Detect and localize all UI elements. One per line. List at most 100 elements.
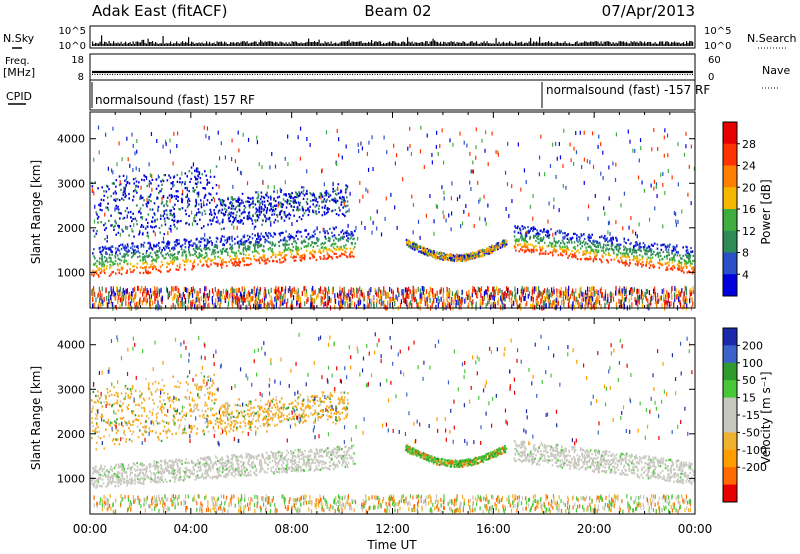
scatter-point: [342, 299, 344, 305]
scatter-point: [581, 302, 583, 308]
scatter-point: [562, 290, 565, 296]
scatter-point: [174, 203, 176, 206]
nsky-bar: [342, 41, 344, 46]
scatter-point: [327, 192, 330, 196]
scatter-point: [232, 212, 234, 215]
scatter-point: [233, 262, 236, 265]
scatter-point: [681, 257, 683, 260]
scatter-point: [118, 244, 121, 248]
scatter-point: [631, 302, 633, 308]
scatter-point: [151, 208, 154, 211]
scatter-point: [278, 289, 280, 295]
scatter-point: [319, 249, 321, 253]
nsky-bar: [494, 43, 496, 46]
scatter-point: [392, 291, 394, 297]
scatter-point: [433, 251, 436, 255]
scatter-point: [608, 239, 611, 242]
scatter-point: [565, 286, 567, 292]
scatter-point: [514, 239, 516, 242]
nsky-bar: [641, 41, 643, 46]
scatter-point: [210, 240, 212, 243]
nsky-bar: [317, 41, 319, 46]
scatter-point: [231, 235, 233, 238]
scatter-point: [106, 252, 108, 255]
scatter-point: [282, 198, 285, 201]
scatter-point: [267, 196, 270, 199]
scatter-point: [564, 249, 566, 252]
scatter-point: [149, 195, 151, 198]
scatter-point: [114, 262, 116, 266]
scatter-point: [256, 288, 258, 294]
scatter-point: [100, 198, 103, 201]
scatter-point: [183, 249, 185, 252]
scatter-point: [483, 295, 485, 301]
scatter-point: [523, 245, 525, 248]
scatter-point: [200, 249, 203, 253]
scatter-point: [143, 241, 146, 244]
scatter-point: [138, 251, 141, 255]
scatter-point: [188, 199, 191, 203]
scatter-point: [160, 260, 163, 264]
nsky-bar: [338, 43, 340, 46]
scatter-point: [568, 297, 570, 303]
scatter-point: [193, 304, 196, 310]
scatter-point: [234, 260, 236, 264]
scatter-point: [209, 213, 211, 216]
scatter-point: [339, 300, 342, 306]
scatter-point: [556, 303, 558, 309]
scatter-point: [521, 246, 523, 249]
scatter-point: [98, 203, 100, 207]
scatter-point: [466, 257, 469, 260]
scatter-point: [214, 213, 216, 216]
scatter-point: [645, 293, 647, 299]
scatter-point: [514, 294, 516, 300]
scatter-point: [133, 252, 136, 256]
scatter-point: [483, 291, 486, 297]
scatter-point: [122, 174, 125, 177]
scatter-point: [221, 250, 224, 253]
scatter-point: [596, 295, 598, 301]
scatter-point: [147, 213, 150, 216]
scatter-point: [667, 248, 670, 251]
scatter-point: [329, 227, 331, 231]
scatter-point: [327, 256, 329, 260]
nsky-bar: [413, 43, 415, 46]
scatter-point: [335, 248, 337, 251]
scatter-point: [140, 245, 143, 248]
scatter-point: [145, 218, 148, 221]
scatter-point: [423, 249, 425, 252]
scatter-point: [173, 253, 176, 256]
scatter-point: [210, 259, 212, 262]
scatter-point: [618, 245, 620, 248]
scatter-point: [160, 202, 163, 205]
scatter-point: [163, 205, 165, 208]
scatter-point: [280, 232, 282, 235]
scatter-point: [162, 179, 165, 183]
scatter-point: [274, 199, 277, 203]
scatter-point: [450, 253, 453, 256]
scatter-point: [682, 254, 685, 257]
scatter-point: [207, 265, 210, 268]
scatter-point: [345, 196, 348, 199]
scatter-point: [550, 245, 553, 248]
scatter-point: [463, 253, 465, 256]
nsky-bar: [396, 43, 398, 46]
scatter-point: [181, 251, 184, 254]
scatter-point: [413, 297, 415, 303]
scatter-point: [108, 247, 110, 250]
scatter-point: [161, 201, 163, 204]
nsky-bar: [522, 43, 524, 46]
scatter-point: [590, 249, 592, 252]
scatter-point: [162, 254, 164, 258]
nsky-bar: [161, 43, 163, 46]
scatter-point: [245, 239, 248, 243]
scatter-point: [661, 263, 664, 267]
nsky-bar: [356, 41, 358, 46]
scatter-point: [239, 260, 242, 264]
scatter-point: [670, 301, 672, 307]
scatter-point: [476, 254, 478, 257]
scatter-point: [574, 255, 577, 258]
nsky-bar: [636, 41, 638, 46]
scatter-point: [325, 237, 327, 240]
scatter-point: [341, 198, 343, 201]
